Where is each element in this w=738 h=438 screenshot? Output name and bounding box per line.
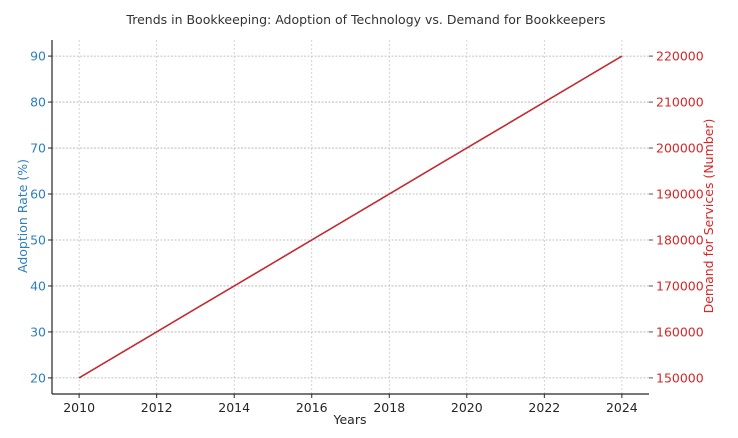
left-tick-label: 70 (30, 141, 46, 156)
x-tick-label: 2010 (63, 400, 95, 415)
left-tick-label: 60 (30, 187, 46, 202)
left-tick-label: 20 (30, 370, 46, 385)
x-tick-label: 2022 (528, 400, 560, 415)
x-tick-label: 2012 (141, 400, 173, 415)
x-axis-label: Years (333, 412, 367, 427)
x-tick-label: 2018 (373, 400, 405, 415)
left-tick-label: 90 (30, 49, 46, 64)
left-tick-label: 80 (30, 95, 46, 110)
right-tick-label: 220000 (656, 49, 704, 64)
x-tick-label: 2024 (606, 400, 638, 415)
chart-title: Trends in Bookkeeping: Adoption of Techn… (125, 12, 605, 27)
right-tick-label: 210000 (656, 95, 704, 110)
series-lines (78, 55, 623, 379)
axes (51, 40, 649, 395)
x-axis-ticks: 2010 2012 2014 2016 2018 2020 2022 2024 (63, 394, 638, 415)
right-tick-label: 200000 (656, 141, 704, 156)
left-tick-label: 50 (30, 232, 46, 247)
grid (52, 40, 649, 394)
x-tick-label: 2016 (296, 400, 328, 415)
left-tick-label: 40 (30, 278, 46, 293)
right-tick-label: 160000 (656, 324, 704, 339)
left-axis-label: Adoption Rate (%) (15, 159, 30, 273)
right-tick-label: 150000 (656, 370, 704, 385)
x-tick-label: 2014 (218, 400, 250, 415)
right-tick-label: 170000 (656, 278, 704, 293)
x-tick-label: 2020 (451, 400, 483, 415)
right-tick-label: 180000 (656, 232, 704, 247)
right-axis-ticks: 150000 160000 170000 180000 190000 200000 2100… (649, 49, 704, 385)
left-axis-ticks: 20 30 40 50 60 70 80 90 (30, 49, 52, 385)
right-tick-label: 190000 (656, 187, 704, 202)
right-axis-label: Demand for Services (Number) (701, 119, 716, 314)
series-line-right (78, 55, 623, 379)
left-tick-label: 30 (30, 324, 46, 339)
